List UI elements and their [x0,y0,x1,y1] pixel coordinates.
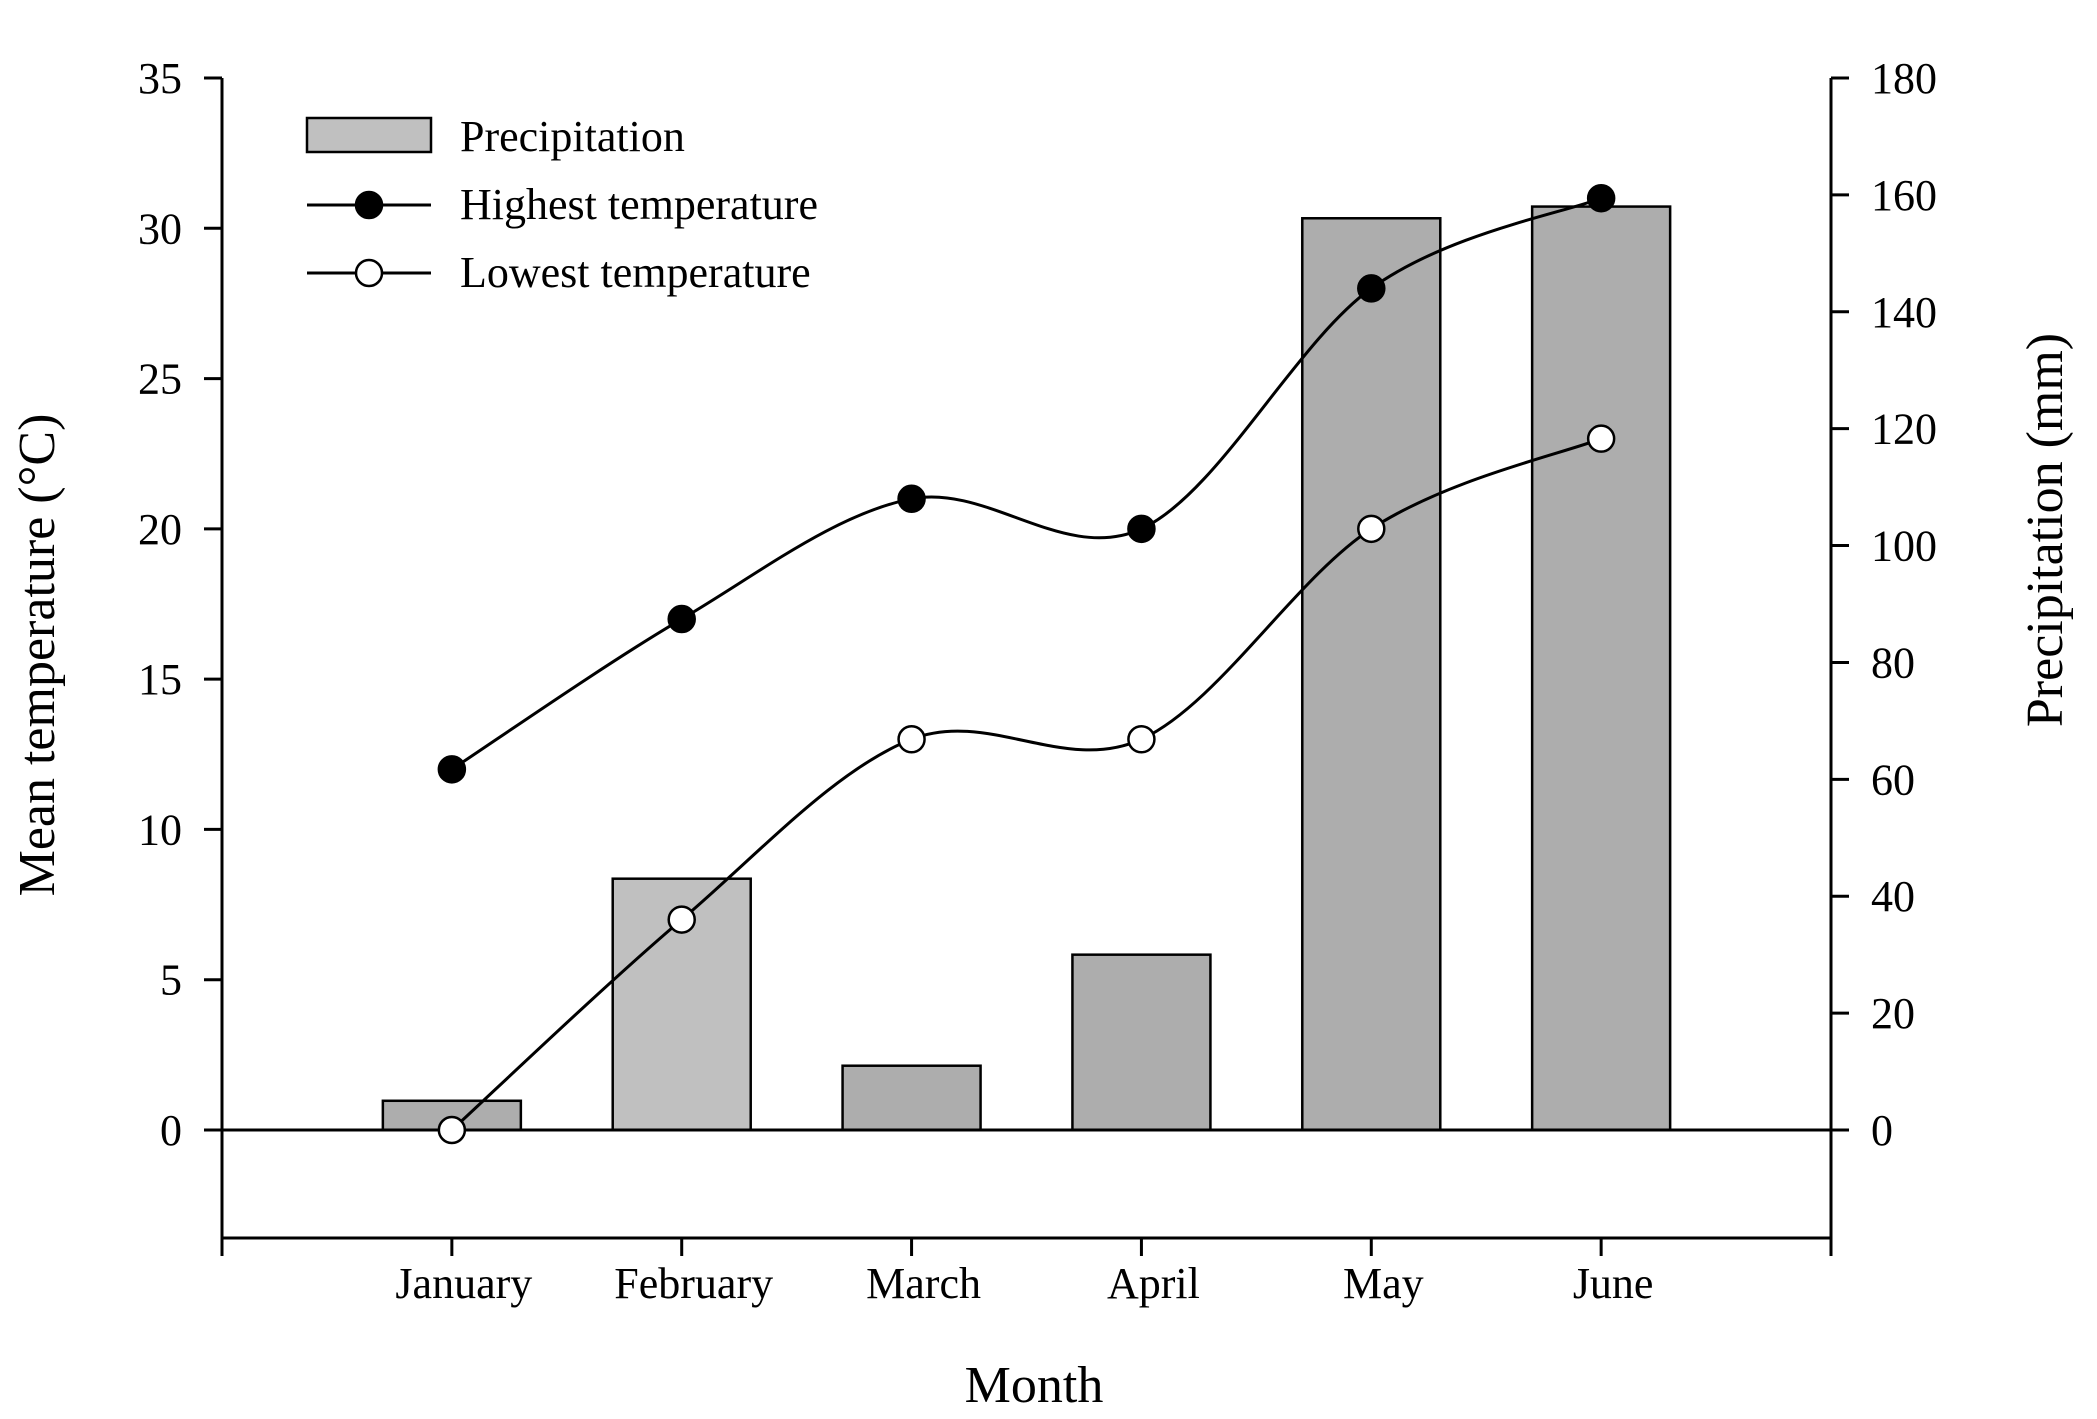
bar-march [841,1064,982,1132]
y-axis-title: Mean temperature (°C) [9,414,66,897]
x-tick-label: January [395,1259,532,1308]
legend-label-highest: Highest temperature [460,180,818,229]
legend-label-precipitation: Precipitation [460,112,685,161]
point-highest-march [897,484,926,514]
y-tick-label: 5 [160,956,182,1005]
y2-tick-label: 60 [1871,755,1915,804]
y2-tick-label: 160 [1871,171,1937,220]
legend-swatch-precipitation [305,116,433,154]
legend: Precipitation Highest temperature Lowest… [305,112,818,297]
point-lowest-may [1357,514,1386,544]
y-tick-label: 25 [138,355,182,404]
x-axis-title: Month [965,1357,1104,1414]
point-lowest-february [667,905,696,934]
legend-marker-lowest [354,258,384,288]
y-tick-label: 20 [138,505,182,554]
bar-may [1301,217,1442,1132]
point-lowest-june [1586,424,1616,453]
y2-tick-label: 0 [1871,1106,1893,1155]
point-lowest-april [1127,725,1156,754]
y-tick-label: 15 [138,655,182,704]
legend-label-lowest: Lowest temperature [460,248,811,297]
y2-tick-label: 80 [1871,638,1915,687]
x-tick-label: May [1343,1259,1424,1308]
precipitation-bars [381,205,1672,1132]
bar-june [1530,205,1672,1132]
y-tick-label: 35 [138,54,182,103]
x-tick-label: February [614,1259,773,1308]
y2-tick-label: 20 [1871,989,1915,1038]
y-tick-label: 0 [160,1106,182,1155]
legend-marker-highest [354,190,384,220]
y2-tick-label: 120 [1871,405,1937,454]
y2-tick-label: 100 [1871,522,1937,571]
point-highest-may [1357,274,1386,303]
y-tick-label: 30 [138,204,182,253]
plot-frame [220,78,1833,1240]
temperature-lines [437,183,1616,1145]
y2-axis-title: Precipitation (mm) [2017,333,2074,727]
x-tick-label: April [1107,1259,1200,1308]
y2-tick-label: 40 [1871,872,1915,921]
point-lowest-january [437,1115,467,1145]
point-lowest-march [897,725,926,754]
x-tick-label: June [1573,1259,1654,1308]
point-highest-june [1586,183,1616,213]
bar-april [1071,953,1212,1132]
line-lowest-temperature [450,437,1602,1132]
point-highest-april [1127,514,1156,544]
point-highest-january [437,755,467,784]
y-tick-label: 10 [138,805,182,854]
y2-tick-label: 180 [1871,54,1937,103]
x-tick-label: March [866,1259,981,1308]
point-highest-february [667,604,696,634]
line-highest-temperature [451,196,1602,771]
y2-tick-label: 140 [1871,288,1937,337]
axis-ticks: 0 5 10 15 20 25 30 35 0 20 40 60 80 100 120 140 160 180 Ja… [138,54,1937,1308]
